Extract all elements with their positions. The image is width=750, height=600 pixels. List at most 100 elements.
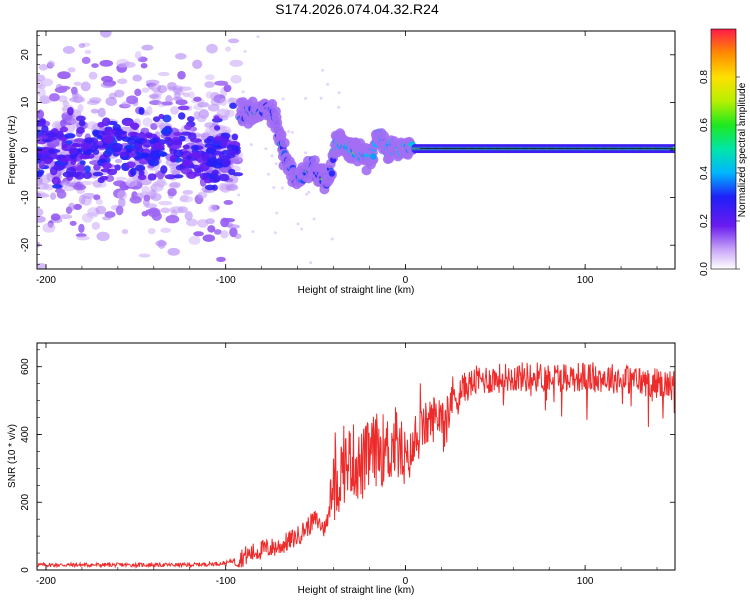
- spectrogram-cell: [96, 231, 110, 242]
- spectrogram-cell: [177, 105, 190, 111]
- spectrogram-cell: [147, 207, 161, 218]
- y-tick-label: 400: [20, 426, 31, 443]
- snr-frame: [36, 342, 676, 571]
- spectrogram-cell: [165, 138, 174, 147]
- x-tick-label: -200: [36, 576, 56, 587]
- snr-series-line: [37, 362, 675, 569]
- spectrogram-cell: [74, 171, 85, 180]
- spectrogram-cell: [96, 141, 104, 146]
- spectrogram-cell: [45, 132, 58, 138]
- spectrogram-cell: [134, 50, 142, 60]
- spectrogram-cell: [111, 142, 123, 151]
- spectrogram-cell: [135, 146, 144, 153]
- spectrogram-cell: [186, 171, 197, 179]
- spectrogram-cell: [62, 171, 75, 178]
- spectrogram-cell: [105, 146, 114, 155]
- spectrogram-cell: [190, 151, 202, 159]
- spectrogram-cell: [370, 153, 377, 160]
- spectrogram-cell: [221, 158, 231, 166]
- spectrogram-cell: [206, 43, 218, 54]
- spectrogram-cell: [145, 79, 160, 86]
- spectrogram-cell: [228, 168, 236, 176]
- spectrogram-cell: [309, 261, 313, 265]
- spectrogram-cell: [47, 60, 56, 68]
- snr-axes: -200 -100 0 100 0 200 400 600: [20, 343, 675, 587]
- spectrogram-cell: [230, 144, 237, 150]
- spectrogram-cell: [129, 135, 140, 140]
- spectrogram-cell: [129, 122, 140, 130]
- spectrogram-cell: [160, 227, 172, 233]
- spectrogram-cell: [37, 109, 45, 120]
- spectrogram-cell: [42, 222, 56, 233]
- spectrogram-cell: [241, 90, 245, 94]
- spectrogram-cell: [57, 95, 68, 103]
- spectrogram-cell: [37, 190, 46, 197]
- snr-background: [37, 343, 675, 570]
- colorbar-label: Normalized spectral amplitude: [737, 82, 748, 217]
- spectrogram-cell: [115, 130, 128, 135]
- spectrogram-frame: [36, 30, 676, 270]
- colorbar: 0.0 0.2 0.4 0.6 0.8 Normalized spectral ampl…: [699, 28, 748, 276]
- spectrogram-cell: [220, 149, 232, 155]
- spectrogram-cell: [71, 97, 82, 103]
- spectrogram-cell: [227, 38, 240, 44]
- spectrogram-cell: [64, 133, 76, 139]
- spectrogram-cell: [147, 173, 157, 181]
- spectrogram-cell: [130, 132, 140, 137]
- colorbar-tick-label: 0.0: [699, 262, 710, 276]
- spectrogram-cell: [212, 173, 220, 183]
- spectrogram-cell: [40, 155, 47, 162]
- spectrogram-cell: [67, 67, 76, 73]
- spectrogram-cell: [99, 59, 114, 67]
- spectrogram-cell: [190, 138, 202, 143]
- spectrogram-cell: [84, 49, 92, 55]
- spectrogram-cell: [121, 61, 136, 68]
- spectrogram-cell: [267, 172, 271, 176]
- spectrogram-cell: [106, 168, 118, 176]
- spectrogram-cell: [204, 178, 213, 184]
- spectrogram-cell: [173, 149, 184, 158]
- spectrogram-cell: [213, 229, 222, 235]
- spectrogram-cell: [60, 119, 67, 128]
- y-tick-label: -20: [20, 238, 31, 253]
- spectrogram-cell: [177, 70, 186, 80]
- spectrogram-cell: [130, 167, 137, 176]
- spectrogram-cell: [199, 172, 209, 181]
- spectrogram-cell: [117, 190, 128, 201]
- spectrogram-cell: [41, 78, 54, 87]
- spectrogram-cell: [138, 253, 151, 258]
- spectrogram-cell: [214, 80, 229, 86]
- spectrogram-cell: [38, 161, 46, 169]
- x-tick-label: -100: [216, 275, 236, 286]
- spectrogram-cell: [89, 97, 102, 104]
- spectrogram-cell: [62, 46, 75, 54]
- spectrogram-cell: [160, 129, 169, 135]
- spectrogram-cell: [78, 194, 86, 205]
- spectrogram-cell: [96, 134, 103, 140]
- spectrogram-cell: [205, 147, 216, 155]
- spectrogram-cell: [184, 124, 192, 131]
- spectrogram-cell: [39, 97, 53, 104]
- spectrogram-cell: [218, 173, 230, 182]
- spectrogram-cell: [296, 222, 300, 226]
- spectrogram-cell: [97, 121, 105, 128]
- spectrogram-cell: [146, 191, 159, 196]
- spectrogram-cell: [162, 114, 172, 123]
- spectrogram-cell: [307, 190, 311, 194]
- spectrogram-cell: [56, 130, 64, 139]
- spectrogram-cell: [134, 164, 146, 172]
- spectrogram-cell: [148, 157, 160, 167]
- spectrogram-cell: [90, 108, 99, 114]
- spectrogram-cell: [273, 231, 277, 235]
- spectrogram-cell: [119, 151, 128, 158]
- spectrogram-cell: [60, 158, 69, 164]
- spectrogram-cell: [213, 125, 221, 131]
- spectrogram-cell: [197, 102, 210, 108]
- spectrogram-cell: [76, 126, 85, 134]
- spectrogram-x-axis-label: Height of straight line (km): [298, 285, 415, 296]
- spectrogram-cell: [160, 207, 171, 214]
- spectrogram-cell: [81, 56, 91, 65]
- spectrogram-cell: [114, 158, 122, 164]
- spectrogram-cell: [52, 183, 63, 189]
